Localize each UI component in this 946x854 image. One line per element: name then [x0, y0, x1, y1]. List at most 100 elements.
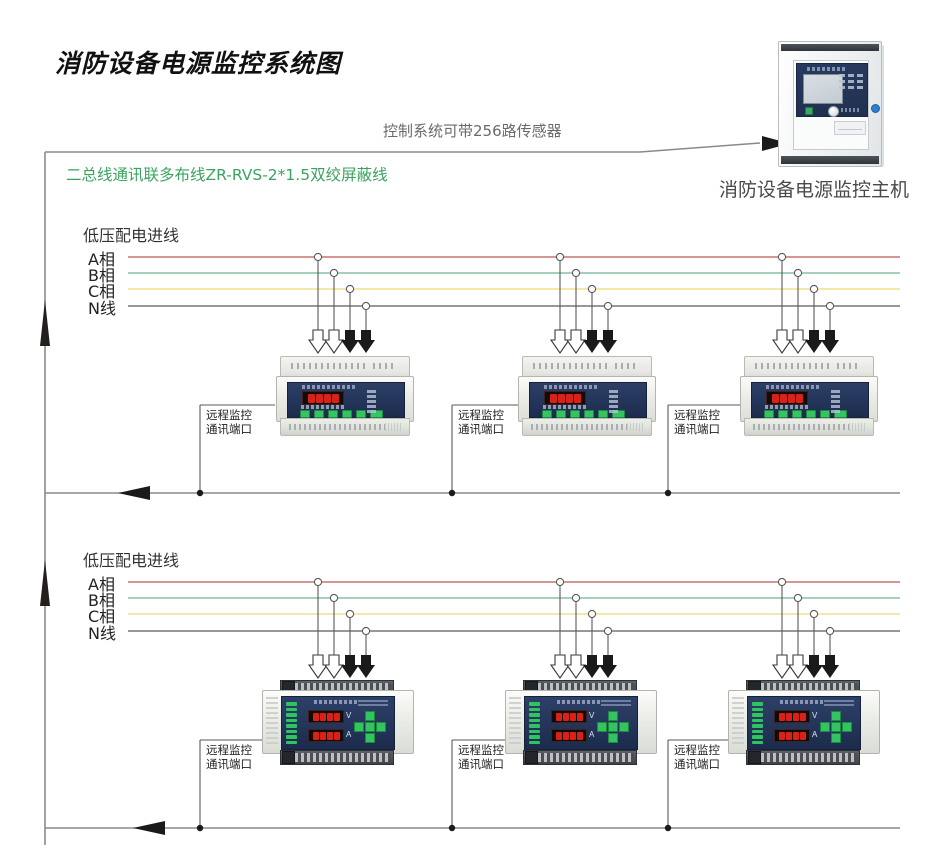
port-callout-line2: 通讯端口: [206, 757, 252, 771]
meter-body: V A: [262, 690, 414, 754]
voltage-current-monitor[interactable]: V A: [505, 678, 657, 770]
led-digit: [573, 393, 581, 403]
button-row[interactable]: [764, 410, 847, 418]
button-row[interactable]: [542, 410, 625, 418]
port-callout-line2: 通讯端口: [458, 757, 504, 771]
key-down[interactable]: [831, 733, 841, 743]
group-1-incoming-label: 低压配电进线: [83, 226, 180, 245]
panel-button[interactable]: [314, 410, 324, 418]
status-led: [752, 735, 763, 739]
status-led: [752, 724, 763, 728]
panel-button[interactable]: [570, 410, 580, 418]
bus-arrow-up-2: [40, 560, 50, 606]
port-callout: 远程监控 通讯端口: [458, 408, 504, 436]
status-led: [286, 740, 297, 744]
indicator-lamp: [609, 405, 618, 408]
key-down[interactable]: [608, 733, 618, 743]
indicator-lamp: [609, 410, 618, 413]
key-down[interactable]: [365, 733, 375, 743]
indicator-lamp: [831, 405, 840, 408]
navigation-keypad[interactable]: [820, 711, 852, 743]
host-function-button[interactable]: [805, 107, 813, 115]
panel-button[interactable]: [300, 410, 310, 418]
cabinet-lock-indicator: [871, 104, 880, 113]
led-digit: [326, 712, 333, 721]
key-right[interactable]: [842, 722, 852, 732]
key-right[interactable]: [376, 722, 386, 732]
panel-button[interactable]: [342, 410, 352, 418]
panel-sub-label: [301, 405, 345, 409]
host-round-button[interactable]: [828, 106, 839, 117]
panel-button[interactable]: [328, 410, 338, 418]
led-digit: [331, 393, 339, 403]
module-bottom-rail: [280, 418, 410, 436]
key-up[interactable]: [608, 711, 618, 721]
navigation-keypad[interactable]: [597, 711, 629, 743]
indicator-lamp: [367, 400, 376, 403]
indicator-lamp: [367, 410, 376, 413]
bottom-terminal-block: [746, 750, 860, 765]
group-2-phase-a-label: A相: [88, 575, 115, 594]
page-title: 消防设备电源监控系统图: [55, 49, 342, 78]
voltage-current-monitor[interactable]: V A: [728, 678, 880, 770]
panel-button[interactable]: [778, 410, 788, 418]
led-digit: [785, 731, 792, 740]
indicator-lamp: [367, 390, 376, 393]
led-digit: [779, 393, 787, 403]
key-enter[interactable]: [831, 722, 841, 732]
panel-button[interactable]: [584, 410, 594, 418]
key-up[interactable]: [831, 711, 841, 721]
panel-button[interactable]: [556, 410, 566, 418]
power-monitor-module[interactable]: [276, 356, 414, 436]
panel-button[interactable]: [764, 410, 774, 418]
panel-button[interactable]: [792, 410, 802, 418]
panel-button[interactable]: [598, 410, 608, 418]
led-digit: [333, 731, 340, 740]
led-digit: [792, 712, 799, 721]
group-2-phase-lines: [128, 581, 900, 632]
panel-model-text: [780, 700, 824, 704]
status-led: [286, 724, 297, 728]
top-terminal-strip: [533, 363, 611, 369]
led-digit: [557, 393, 565, 403]
group-1-phase-b-label: B相: [88, 266, 115, 285]
port-callout-line2: 通讯端口: [674, 422, 720, 436]
indicator-lamp: [831, 395, 840, 398]
voltage-current-monitor[interactable]: V A: [262, 678, 414, 770]
led-digit: [792, 731, 799, 740]
monitoring-host-cabinet[interactable]: [778, 41, 886, 169]
button-row[interactable]: [300, 410, 383, 418]
key-left[interactable]: [820, 722, 830, 732]
panel-button[interactable]: [356, 410, 366, 418]
host-indicator: [839, 74, 845, 77]
navigation-keypad[interactable]: [354, 711, 386, 743]
cabinet-door[interactable]: [793, 60, 869, 150]
power-monitor-module[interactable]: [518, 356, 656, 436]
group-2-incoming-label: 低压配电进线: [83, 551, 180, 570]
panel-button-enter[interactable]: [834, 410, 847, 418]
status-led: [286, 718, 297, 722]
key-left[interactable]: [354, 722, 364, 732]
port-callout-line1: 远程监控: [206, 743, 252, 757]
printer-slot: [834, 121, 866, 135]
host-indicator: [839, 86, 845, 89]
status-led-column: [752, 702, 763, 744]
key-right[interactable]: [619, 722, 629, 732]
panel-button-enter[interactable]: [370, 410, 383, 418]
panel-brand-text: [601, 700, 631, 707]
voltage-unit-label: V: [346, 711, 352, 720]
status-led: [286, 707, 297, 711]
key-up[interactable]: [365, 711, 375, 721]
panel-button[interactable]: [820, 410, 830, 418]
power-monitor-module[interactable]: [740, 356, 878, 436]
panel-button[interactable]: [542, 410, 552, 418]
key-enter[interactable]: [365, 722, 375, 732]
panel-button-enter[interactable]: [612, 410, 625, 418]
group-1-port-links: [196, 404, 740, 497]
key-enter[interactable]: [608, 722, 618, 732]
group-1-phase-lines: [128, 256, 900, 307]
led-digit: [771, 393, 779, 403]
panel-button[interactable]: [806, 410, 816, 418]
key-left[interactable]: [597, 722, 607, 732]
